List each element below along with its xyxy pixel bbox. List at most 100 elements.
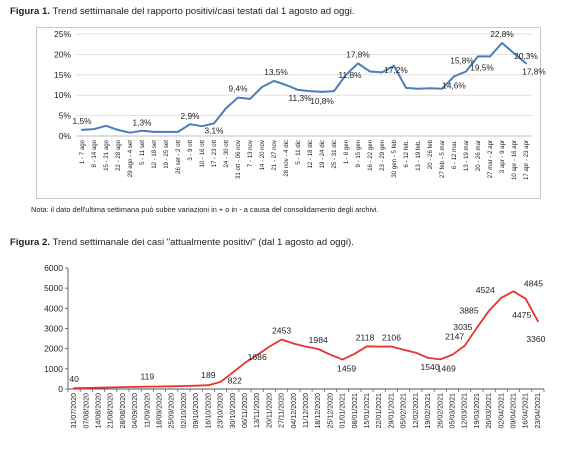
chart1-y-tick-label: 0% xyxy=(59,131,72,141)
chart1-data-point xyxy=(477,55,479,58)
chart2-data-point xyxy=(427,357,429,359)
chart1-data-point xyxy=(297,89,299,91)
chart1-data-point xyxy=(249,98,251,100)
chart2-data-point xyxy=(512,290,515,292)
chart2-data-point xyxy=(244,362,246,364)
chart2-data-point xyxy=(317,348,319,350)
chart2-x-tick-label: 15/01/2021 xyxy=(363,393,371,429)
chart1-data-label: 20,3% xyxy=(514,51,538,61)
chart2-data-point xyxy=(171,385,173,387)
chart1-x-tick-label: 15 - 21 ago xyxy=(103,139,110,170)
chart2-x-tick-label: 22/01/2021 xyxy=(375,393,383,429)
chart1-data-label: 3,1% xyxy=(205,125,225,135)
chart2-x-tick-label: 08/01/2021 xyxy=(351,393,359,429)
chart2-data-point xyxy=(366,345,368,347)
chart2-x-tick-label: 29/01/2021 xyxy=(387,393,395,429)
figure-1-caption: Trend settimanale del rapporto positivi/… xyxy=(49,6,355,17)
chart1-x-tick-label: 3 - 9 ott xyxy=(187,140,194,161)
chart2-data-point xyxy=(219,381,222,383)
chart2-data-point xyxy=(537,320,539,322)
chart2-data-point xyxy=(97,387,100,389)
chart1-x-tick-label: 21 - 27 nov xyxy=(271,139,278,170)
chart2-x-tick-label: 09/10/2020 xyxy=(192,393,200,429)
chart1-data-point xyxy=(489,55,491,58)
chart1-x-tick-label: 12 - 18 set xyxy=(151,140,158,169)
chart2-data-point xyxy=(439,358,441,360)
chart2-data-point xyxy=(378,346,380,348)
chart1-data-label: 13,5% xyxy=(264,67,288,77)
chart2-data-point xyxy=(134,386,136,388)
chart1-data-point xyxy=(393,65,395,67)
chart2-data-point xyxy=(293,343,295,345)
chart1-data-point xyxy=(525,62,527,64)
chart1-data-label: 2,9% xyxy=(181,111,201,121)
chart1-x-tick-label: 13 - 19 mar xyxy=(463,140,470,171)
chart1-data-label: 10,8% xyxy=(310,96,334,106)
chart2-x-tick-label: 12/02/2021 xyxy=(412,393,420,429)
chart2-data-label: 1540 xyxy=(420,362,439,372)
chart1-data-label: 17,2% xyxy=(384,65,408,75)
chart1-data-point xyxy=(81,129,83,131)
chart2-x-tick-label: 23/04/2021 xyxy=(534,393,542,429)
chart2-data-point xyxy=(342,358,344,361)
chart2-x-tick-label: 18/12/2020 xyxy=(314,393,322,429)
chart1-data-point xyxy=(321,91,323,93)
chart1-series-line xyxy=(81,42,527,134)
chart1-data-point xyxy=(93,128,95,130)
chart2-x-tick-label: 16/10/2020 xyxy=(204,393,212,429)
chart2-x-tick-label: 06/11/2020 xyxy=(241,393,249,428)
chart2-data-point xyxy=(207,384,209,386)
chart2-x-tick-label: 09/04/2021 xyxy=(509,393,517,429)
chart1-data-label: 14,6% xyxy=(442,80,466,90)
chart2-data-point xyxy=(464,345,466,347)
chart1-data-label: 17,8% xyxy=(346,49,370,59)
chart1-x-tick-label: 6 - 12 feb. xyxy=(403,140,410,168)
chart2-y-tick-label: 1000 xyxy=(44,364,63,374)
chart1-data-label: 11,3% xyxy=(289,93,313,103)
chart2-y-tick-label: 6000 xyxy=(44,263,63,273)
chart1-data-point xyxy=(273,80,275,82)
chart1-x-tick-label: 17 apr - 23 apr xyxy=(523,140,530,180)
chart1-x-tick-label: 8 - 14 ago xyxy=(91,139,98,167)
chart2-x-tick-label: 02/10/2020 xyxy=(180,393,188,429)
chart1-x-tick-label: 5 - 11 set xyxy=(139,140,146,165)
chart1-x-tick-label: 24 - 30 ott xyxy=(223,140,230,168)
chart2-data-point xyxy=(415,352,417,354)
chart2-x-tick-label: 27/11/2020 xyxy=(278,393,286,428)
chart2-x-tick-label: 19/02/2021 xyxy=(424,393,432,429)
chart1-data-point xyxy=(237,97,239,99)
chart1-x-tick-label: 31 ott - 06 nov xyxy=(235,139,242,179)
chart2-data-point xyxy=(451,354,454,356)
chart2-x-tick-label: 04/12/2020 xyxy=(290,393,298,429)
chart2-data-label: 1459 xyxy=(337,364,356,374)
chart2-x-tick-label: 19/03/2021 xyxy=(473,393,481,429)
chart1-data-point xyxy=(153,131,155,133)
chart2-data-point xyxy=(195,385,197,387)
chart2-data-point xyxy=(525,298,527,300)
chart1-x-tick-label: 5 - 11 dic xyxy=(295,140,302,165)
chart1-data-point xyxy=(105,125,107,127)
chart2-x-tick-label: 05/02/2021 xyxy=(400,393,408,429)
chart1-x-tick-label: 3 apr - 9 apr xyxy=(499,140,506,173)
chart1-x-tick-label: 1 - 7 ago xyxy=(79,139,86,164)
chart1-data-point xyxy=(189,123,191,125)
chart1-data-point xyxy=(369,70,371,73)
chart2-data-point xyxy=(85,387,87,389)
chart2-data-point xyxy=(256,354,258,356)
chart1-data-point xyxy=(141,130,143,132)
chart2-x-tick-label: 11/12/2020 xyxy=(302,393,310,428)
chart1-data-point xyxy=(201,125,203,127)
chart2-data-point xyxy=(305,346,307,348)
chart1-data-point xyxy=(285,84,287,86)
chart2-data-point xyxy=(329,354,332,356)
chart2-x-tick-label: 12/03/2021 xyxy=(461,393,469,429)
chart2-x-tick-label: 02/04/2021 xyxy=(497,393,505,429)
figure-1-title: Figura 1. Trend settimanale del rapporto… xyxy=(10,6,355,17)
chart1-data-label: 19,5% xyxy=(470,62,494,72)
chart2-x-tick-label: 13/11/2020 xyxy=(253,393,261,428)
chart2-data-label: 4524 xyxy=(476,285,495,295)
chart1-x-tick-label: 6 - 12 mar. xyxy=(451,140,458,169)
chart1-x-tick-label: 27 mar - 2 apr xyxy=(487,140,494,178)
chart2-data-point xyxy=(268,346,270,348)
chart1-x-tick-label: 25 - 31 dic xyxy=(331,140,338,168)
